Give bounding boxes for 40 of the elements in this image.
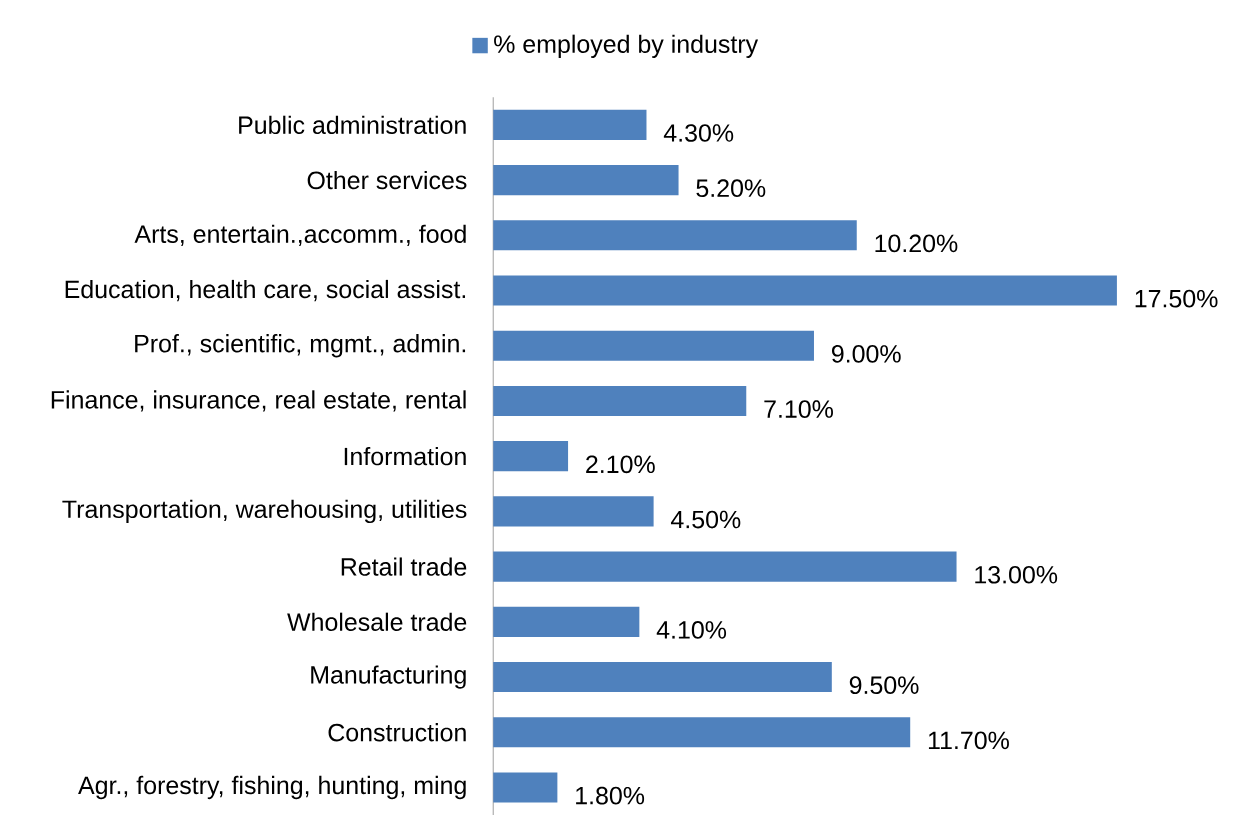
y-tick-label: Other services (307, 171, 467, 190)
y-tick-label: Prof., scientific, mgmt., admin. (135, 334, 466, 358)
y-tick-label: Education, health care, social assist. (65, 279, 465, 302)
y-tick-label: Finance, insurance, real estate, rental (51, 390, 466, 412)
bar (493, 165, 679, 196)
data-label: 13.00% (975, 565, 1058, 584)
bar (493, 717, 911, 748)
bar (493, 385, 747, 417)
data-label: 4.30% (663, 124, 734, 142)
y-tick-label: Agr., forestry, fishing, hunting, ming (78, 775, 466, 800)
data-label: 5.20% (696, 179, 766, 198)
bar (493, 275, 1117, 306)
data-label: 10.20% (875, 234, 958, 253)
bar (493, 220, 857, 251)
bar (493, 606, 640, 637)
data-label: 1.80% (576, 786, 645, 805)
data-label: 11.70% (928, 731, 1009, 750)
y-tick-label: Wholesale trade (287, 612, 467, 632)
y-tick-label: Retail trade (341, 557, 467, 576)
y-tick-label: Arts, entertain.,accomm., food (134, 224, 466, 247)
bar (493, 330, 814, 361)
bar (493, 772, 558, 803)
bar (493, 441, 569, 472)
bar (493, 662, 832, 693)
data-label: 9.00% (831, 345, 901, 363)
data-label: 4.50% (670, 510, 741, 529)
data-label: 2.10% (586, 455, 655, 474)
y-tick-label: Public administration (239, 115, 466, 135)
y-tick-label: Information (344, 447, 466, 466)
bar (493, 496, 654, 527)
y-tick-label: Construction (328, 723, 466, 742)
y-tick-label: Manufacturing (311, 665, 466, 689)
bar (493, 109, 647, 141)
y-tick-label: Transportation, warehousing, utilities (62, 499, 467, 524)
legend-label: % employed by industry (494, 34, 759, 59)
data-label: 9.50% (849, 676, 919, 695)
bar (493, 551, 957, 582)
data-label: 7.10% (764, 400, 833, 419)
data-label: 17.50% (1135, 289, 1218, 308)
data-label: 4.10% (656, 621, 727, 639)
